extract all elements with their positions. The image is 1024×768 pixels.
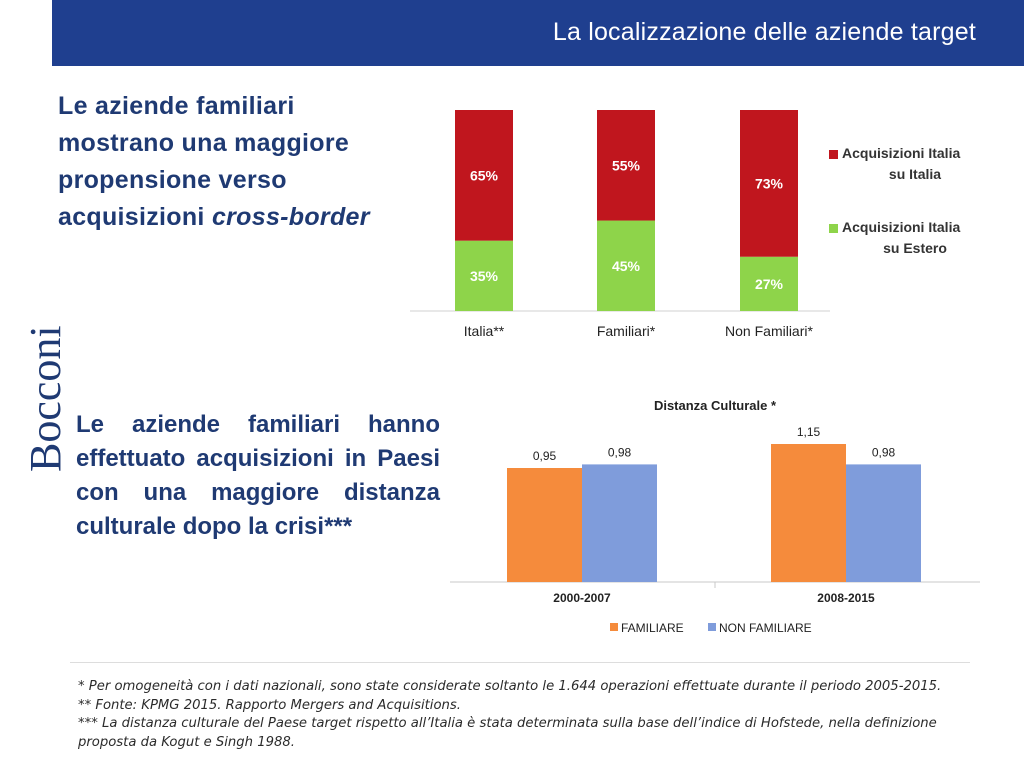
bar-estero-1 [455, 240, 513, 311]
x-tick-label: 2008-2015 [817, 591, 875, 605]
heading1-text: Le aziende familiari mostrano una maggio… [58, 92, 350, 231]
legend-swatch-2 [708, 623, 716, 631]
bar-italia-2 [597, 110, 655, 221]
bar-estero-3 [740, 256, 798, 311]
cultural-distance-chart: Distanza Culturale * 0,95 0,98 2000-2007 1,1… [450, 398, 980, 635]
chart-title: Distanza Culturale * [654, 398, 777, 413]
bar-familiare-2 [771, 444, 846, 582]
bocconi-logo: Bocconi [10, 290, 70, 480]
footnote-2: ** Fonte: KPMG 2015. Rapporto Mergers an… [78, 697, 461, 713]
bar-non-familiare-2 [846, 464, 921, 582]
x-tick-label: Italia** [464, 323, 505, 339]
x-tick-label: Non Familiari* [725, 323, 813, 339]
data-label: 35% [470, 268, 499, 284]
legend-label-1: Acquisizioni Italia [842, 145, 960, 161]
footnote-4: proposta da Kogut e Singh 1988. [78, 734, 295, 750]
bar-estero-2 [597, 220, 655, 311]
legend-label-1-cont: su Italia [889, 166, 941, 182]
header-bar: La localizzazione delle aziende target [52, 0, 1024, 66]
legend-label-1: FAMILIARE [621, 621, 684, 635]
stacked-bar-chart: 35% 65% Italia** 45% 55% Familiari* 27% 73% Non … [410, 110, 960, 339]
data-label: 1,15 [797, 425, 821, 439]
bar-italia-1 [455, 110, 513, 241]
bar-familiare-1 [507, 468, 582, 582]
bar-non-familiare-1 [582, 464, 657, 582]
data-label: 73% [755, 175, 784, 191]
legend-label-2-cont: su Estero [883, 240, 947, 256]
x-tick-label: 2000-2007 [553, 591, 611, 605]
x-tick-label: Familiari* [597, 323, 656, 339]
legend-swatch-2 [829, 224, 838, 233]
footnote-divider [70, 662, 970, 663]
heading-cultural-distance: Le aziende familiari hanno effettuato ac… [76, 411, 440, 540]
data-label: 0,98 [872, 445, 896, 459]
data-label: 0,98 [608, 445, 632, 459]
footnote-1: * Per omogeneità con i dati nazionali, s… [78, 679, 942, 694]
heading-cross-border: Le aziende familiari mostrano una maggio… [58, 88, 410, 236]
page-title: La localizzazione delle aziende target [552, 18, 976, 46]
legend-swatch-1 [829, 150, 838, 159]
data-label: 27% [755, 276, 784, 292]
logo-text: Bocconi [21, 325, 70, 472]
data-label: 65% [470, 167, 499, 183]
legend-label-2: Acquisizioni Italia [842, 219, 960, 235]
data-label: 45% [612, 258, 641, 274]
data-label: 0,95 [533, 449, 557, 463]
legend-swatch-1 [610, 623, 618, 631]
footnote-3: *** La distanza culturale del Paese targ… [78, 716, 937, 731]
bar-italia-3 [740, 110, 798, 257]
bocconi-logo-image: Bocconi [21, 325, 70, 472]
data-label: 55% [612, 157, 641, 173]
legend-label-2: NON FAMILIARE [719, 621, 812, 635]
footnotes: * Per omogeneità con i dati nazionali, s… [78, 678, 1018, 752]
heading1-italic: cross-border [211, 203, 370, 231]
